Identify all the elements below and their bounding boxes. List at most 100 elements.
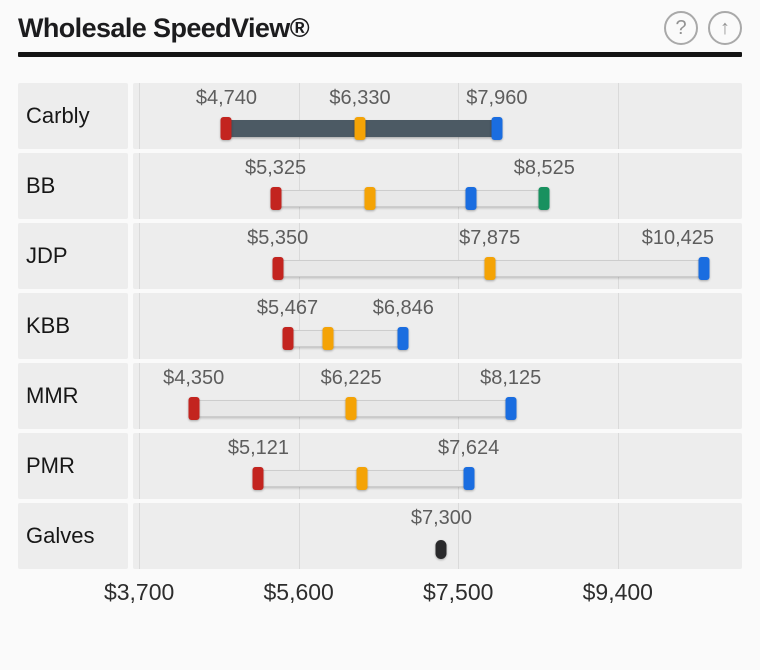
value-label: $8,525	[513, 157, 575, 179]
header-divider	[18, 52, 742, 57]
value-label: $5,325	[244, 157, 307, 179]
gridline	[458, 363, 460, 429]
gridline	[139, 153, 141, 219]
gridline	[298, 503, 300, 569]
blue-value-marker	[463, 467, 475, 490]
gridline	[298, 223, 300, 289]
gridline	[298, 433, 300, 499]
red-value-marker	[272, 257, 284, 280]
value-label: $4,350	[163, 367, 225, 389]
value-label: $6,330	[329, 87, 391, 109]
row-plot-area: $5,325 $8,525	[133, 153, 742, 219]
blue-value-marker	[465, 187, 477, 210]
wholesale-speedview-panel: Wholesale SpeedView® ? ↑ Carbly $4,740 $6,…	[18, 0, 742, 615]
value-label: $5,350	[247, 227, 309, 249]
orange-value-marker	[356, 467, 368, 490]
gridline	[139, 223, 141, 289]
x-axis-tick-label: $7,500	[423, 579, 494, 605]
red-value-marker	[220, 117, 232, 140]
gridline	[139, 503, 141, 569]
speedview-range-chart: Carbly $4,740 $6,330 $7,960 BB $5,325 $8,525 JD…	[18, 83, 742, 569]
gridline	[458, 433, 460, 499]
value-label: $7,960	[466, 87, 528, 109]
orange-value-marker	[484, 257, 496, 280]
row-label: Galves	[18, 503, 128, 569]
gridline	[298, 293, 300, 359]
green-value-marker	[538, 187, 550, 210]
range-bar	[287, 330, 404, 347]
gridline	[617, 223, 619, 289]
row-plot-area: $5,350 $7,875 $10,425	[133, 223, 742, 289]
value-label: $6,225	[320, 367, 382, 389]
blue-value-marker	[491, 117, 503, 140]
row-label: BB	[18, 153, 128, 219]
header-actions: ? ↑	[664, 11, 742, 45]
row-plot-area: $5,467 $6,846	[133, 293, 742, 359]
red-value-marker	[270, 187, 282, 210]
row-label: JDP	[18, 223, 128, 289]
row-label: Carbly	[18, 83, 128, 149]
x-axis: $3,700 $5,600 $7,500 $9,400	[18, 573, 742, 615]
gridline	[298, 83, 300, 149]
red-value-marker	[188, 397, 200, 420]
row-plot-area: $4,350 $6,225 $8,125	[133, 363, 742, 429]
value-label: $4,740	[195, 87, 258, 109]
gridline	[458, 503, 460, 569]
gridline	[458, 83, 460, 149]
x-axis-tick-label: $5,600	[263, 579, 334, 605]
orange-value-marker	[354, 117, 366, 140]
header: Wholesale SpeedView® ? ↑	[18, 0, 742, 52]
orange-value-marker	[364, 187, 376, 210]
gridline	[139, 433, 141, 499]
chart-row-galves: Galves $7,300	[18, 503, 742, 569]
x-axis-labels: $3,700 $5,600 $7,500 $9,400	[104, 573, 742, 615]
value-label: $6,846	[372, 297, 434, 319]
row-plot-area: $7,300	[133, 503, 742, 569]
x-axis-tick-label: $9,400	[582, 579, 653, 605]
row-label: PMR	[18, 433, 128, 499]
gridline	[298, 363, 300, 429]
chart-row-carbly: Carbly $4,740 $6,330 $7,960	[18, 83, 742, 149]
gridline	[617, 363, 619, 429]
black-value-marker	[435, 540, 447, 559]
gridline	[617, 503, 619, 569]
red-value-marker	[252, 467, 264, 490]
gridline	[298, 153, 300, 219]
gridline	[139, 293, 141, 359]
red-value-marker	[282, 327, 294, 350]
row-plot-area: $4,740 $6,330 $7,960	[133, 83, 742, 149]
gridline	[458, 223, 460, 289]
chart-row-kbb: KBB $5,467 $6,846	[18, 293, 742, 359]
chart-row-bb: BB $5,325 $8,525	[18, 153, 742, 219]
gridline	[617, 433, 619, 499]
chart-row-mmr: MMR $4,350 $6,225 $8,125	[18, 363, 742, 429]
up-arrow-glyph: ↑	[720, 17, 730, 39]
chart-row-pmr: PMR $5,121 $7,624	[18, 433, 742, 499]
row-label: KBB	[18, 293, 128, 359]
value-label: $10,425	[641, 227, 715, 249]
gridline	[139, 363, 141, 429]
gridline	[139, 83, 141, 149]
gridline	[617, 153, 619, 219]
orange-value-marker	[322, 327, 334, 350]
value-label: $7,300	[410, 507, 473, 529]
help-icon[interactable]: ?	[664, 11, 698, 45]
value-label: $5,121	[227, 437, 290, 459]
value-label: $5,467	[256, 297, 319, 319]
x-axis-tick-label: $3,700	[103, 579, 175, 605]
orange-value-marker	[345, 397, 357, 420]
gridline	[458, 153, 460, 219]
value-label: $7,875	[459, 227, 521, 249]
value-label: $8,125	[480, 367, 542, 389]
blue-value-marker	[397, 327, 409, 350]
blue-value-marker	[698, 257, 710, 280]
row-plot-area: $5,121 $7,624	[133, 433, 742, 499]
value-label: $7,624	[438, 437, 500, 459]
scroll-to-top-icon[interactable]: ↑	[708, 11, 742, 45]
range-bar	[275, 190, 545, 207]
gridline	[617, 83, 619, 149]
blue-value-marker	[505, 397, 517, 420]
question-mark-glyph: ?	[675, 17, 687, 39]
page-title: Wholesale SpeedView®	[18, 12, 310, 43]
chart-row-jdp: JDP $5,350 $7,875 $10,425	[18, 223, 742, 289]
